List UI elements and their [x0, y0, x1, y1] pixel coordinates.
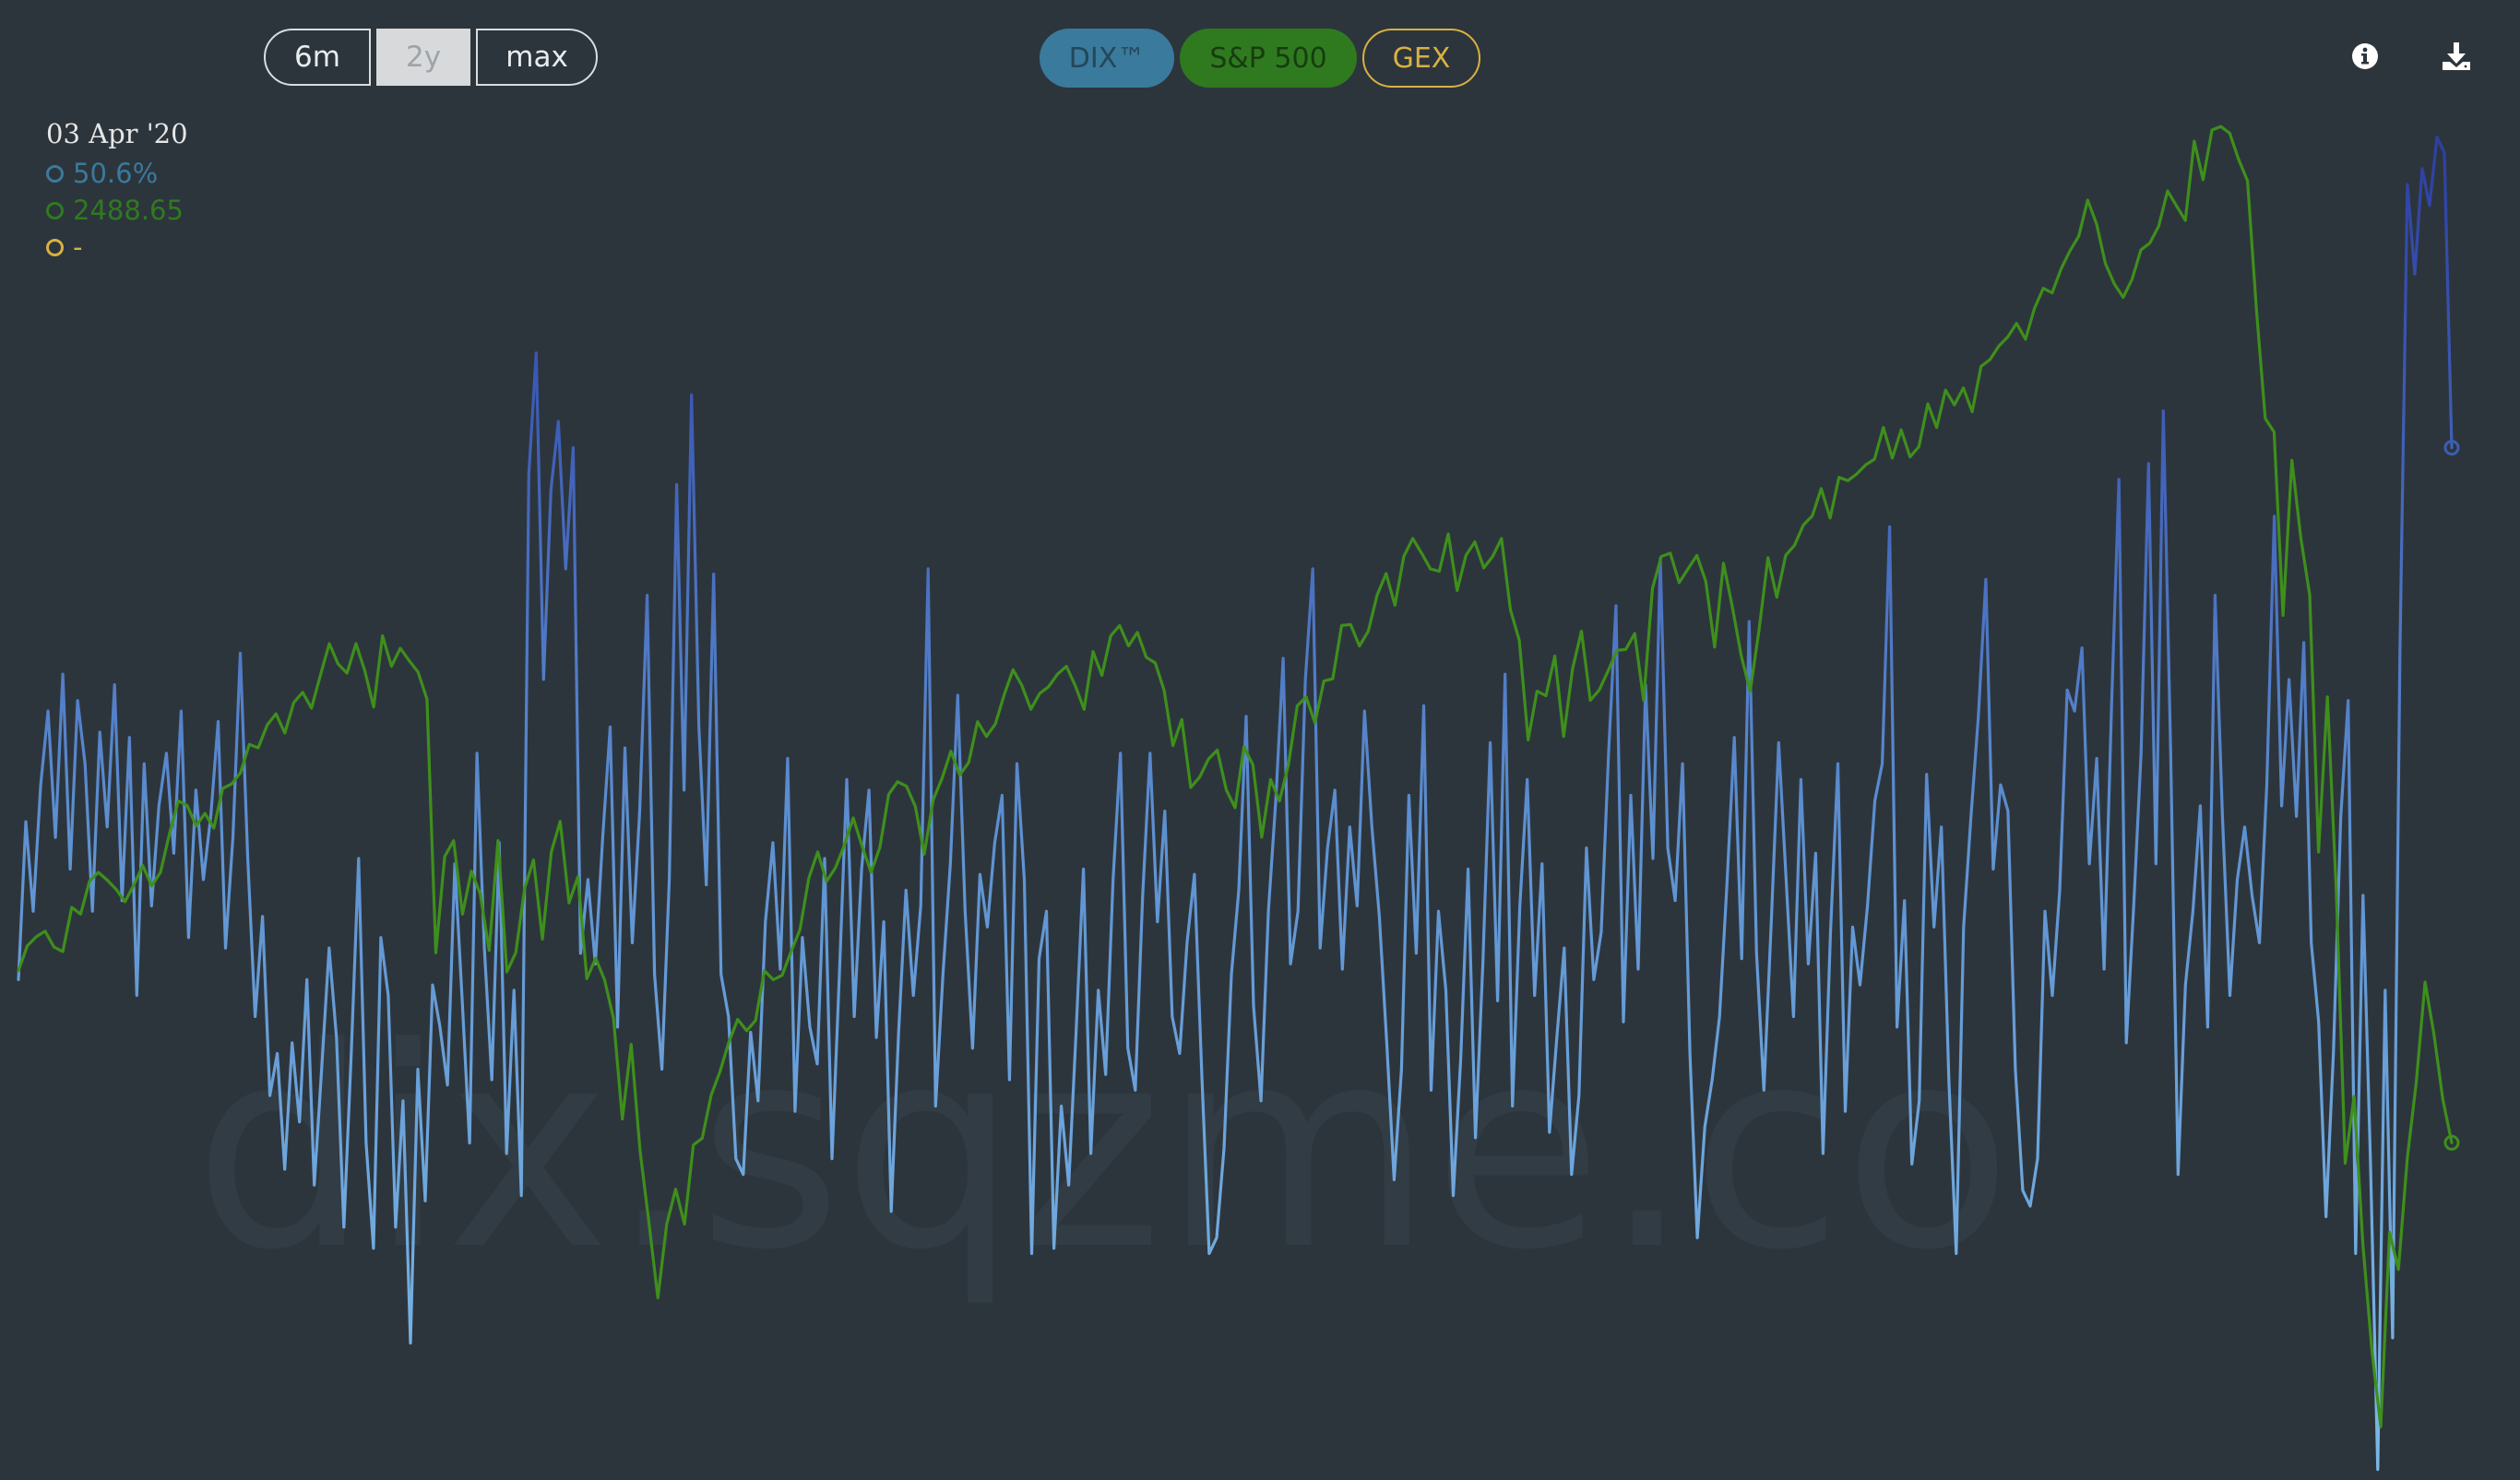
legend-gex-row: -	[46, 229, 188, 266]
hover-markers	[2443, 440, 2460, 1151]
gex-toggle-button[interactable]: GEX	[1362, 29, 1480, 88]
legend-spx-row: 2488.65	[46, 192, 188, 229]
gex-dot-icon	[46, 238, 64, 256]
hover-legend: 03 Apr '20 50.6% 2488.65 -	[46, 118, 188, 266]
range-max-button[interactable]: max	[476, 29, 599, 86]
dix-hover-marker	[2443, 440, 2460, 456]
dix-series	[17, 136, 2454, 1472]
legend-spx-value: 2488.65	[73, 195, 184, 226]
legend-dix-row: 50.6%	[46, 155, 188, 192]
legend-date: 03 Apr '20	[46, 118, 188, 149]
download-icon[interactable]	[2441, 41, 2472, 72]
legend-dix-value: 50.6%	[73, 158, 159, 189]
legend-gex-value: -	[73, 231, 83, 263]
spx-toggle-button[interactable]: S&P 500	[1180, 29, 1357, 88]
range-selector: 6m 2y max	[264, 29, 599, 86]
dix-toggle-button[interactable]: DIX™	[1040, 29, 1174, 88]
range-2y-button[interactable]: 2y	[376, 29, 471, 86]
spx-hover-marker	[2443, 1134, 2460, 1151]
info-icon[interactable]	[2349, 41, 2381, 72]
dix-line	[17, 136, 2454, 1472]
series-toggles: DIX™ S&P 500 GEX	[1040, 29, 1480, 88]
dix-dot-icon	[46, 164, 64, 183]
spx-series	[17, 124, 2454, 1428]
spx-dot-icon	[46, 201, 64, 219]
spx-line	[17, 124, 2454, 1428]
range-6m-button[interactable]: 6m	[264, 29, 371, 86]
